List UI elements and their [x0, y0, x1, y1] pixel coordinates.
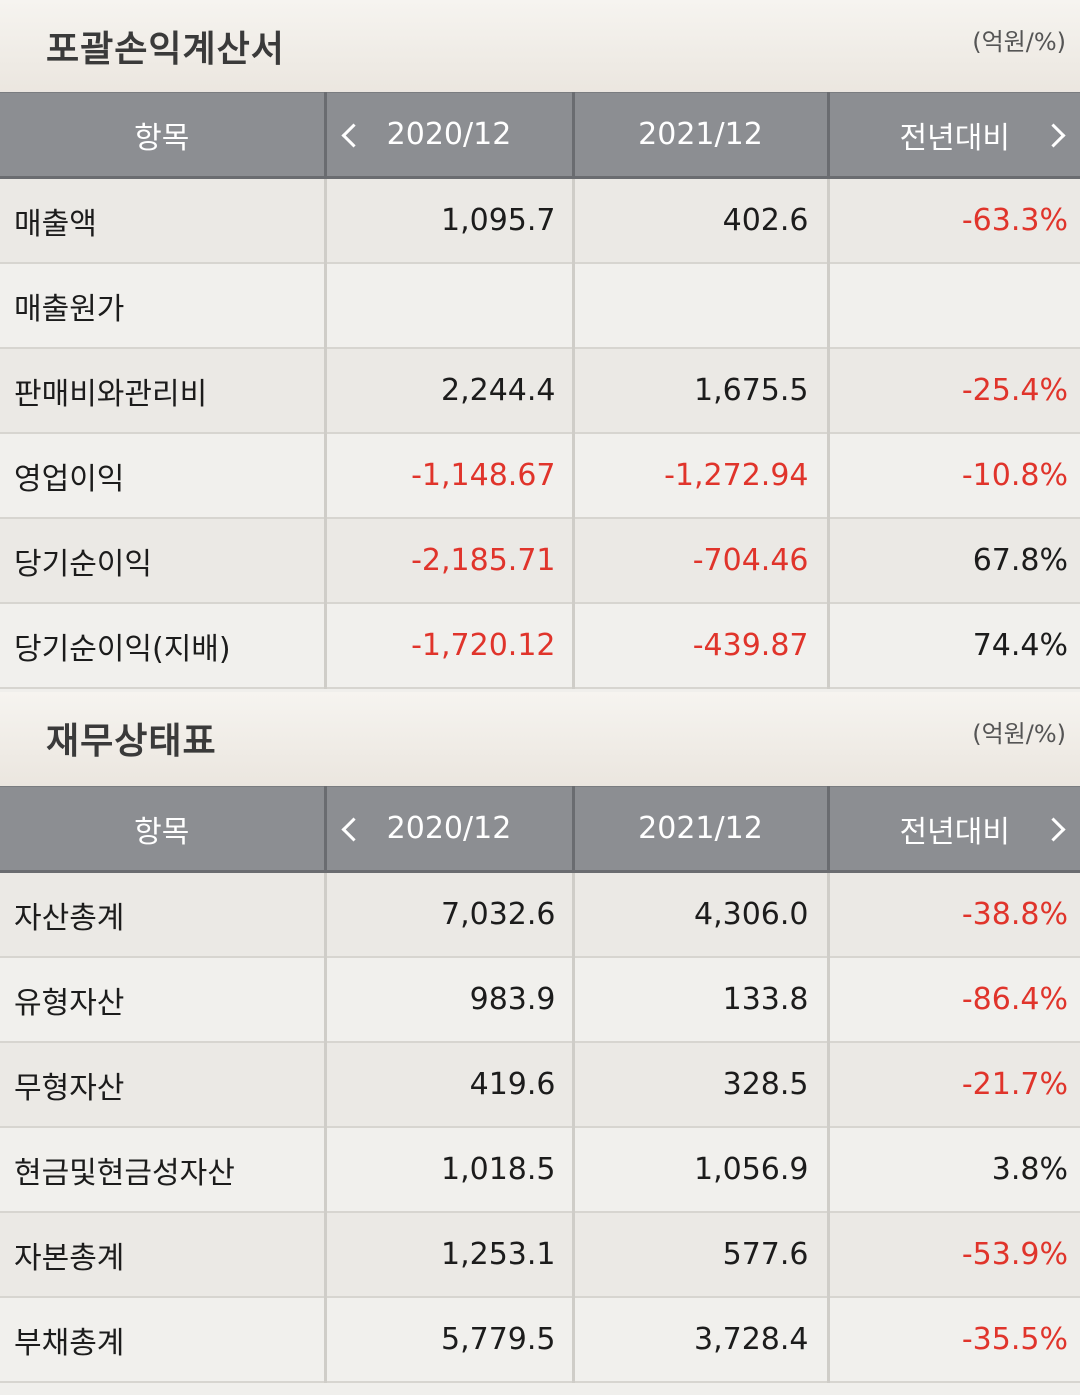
row-label: 매출원가 [0, 263, 325, 349]
value-yoy: -86.4% [826, 957, 1080, 1043]
row-label: 부채총계 [0, 1297, 325, 1383]
value-2021: -1,272.94 [571, 433, 828, 519]
value-2020: -2,185.71 [323, 518, 573, 604]
balance-unit-label: (억원/%) [972, 720, 1066, 748]
value-yoy: -63.3% [826, 177, 1080, 264]
col-header-2020: 2020/12 [323, 92, 573, 179]
value-yoy: 3.8% [826, 1127, 1080, 1213]
row-label: 매출액 [0, 177, 325, 264]
table-row: 매출원가 [0, 263, 1080, 349]
row-label: 자산총계 [0, 871, 325, 958]
table-row: 자본총계 1,253.1 577.6 -53.9% [0, 1212, 1080, 1298]
table-row: 판매비와관리비 2,244.4 1,675.5 -25.4% [0, 348, 1080, 434]
value-2020: 1,095.7 [323, 177, 573, 264]
row-label: 무형자산 [0, 1042, 325, 1128]
chevron-left-icon[interactable] [340, 816, 366, 842]
value-2021: 133.8 [571, 957, 828, 1043]
col-header-item: 항목 [0, 786, 325, 873]
value-2021: 402.6 [571, 177, 828, 264]
row-label: 영업이익 [0, 433, 325, 519]
value-2021 [571, 263, 828, 349]
col-header-2021: 2021/12 [571, 92, 828, 179]
value-yoy: -53.9% [826, 1212, 1080, 1298]
table-row: 매출액 1,095.7 402.6 -63.3% [0, 177, 1080, 264]
row-label: 유형자산 [0, 957, 325, 1043]
chevron-right-icon[interactable] [1041, 816, 1066, 842]
value-2021: -704.46 [571, 518, 828, 604]
table-row: 영업이익 -1,148.67 -1,272.94 -10.8% [0, 433, 1080, 519]
value-yoy: 74.4% [826, 603, 1080, 689]
chevron-right-icon[interactable] [1041, 122, 1066, 148]
value-2020: 2,244.4 [323, 348, 573, 434]
value-yoy: 67.8% [826, 518, 1080, 604]
chevron-left-icon[interactable] [340, 122, 366, 148]
income-unit-label: (억원/%) [972, 28, 1066, 56]
value-yoy: -35.5% [826, 1297, 1080, 1383]
col-header-yoy: 전년대비 [826, 92, 1080, 179]
income-section-header: 포괄손익계산서 (억원/%) [0, 0, 1080, 94]
table-row: 유형자산 983.9 133.8 -86.4% [0, 957, 1080, 1043]
value-2020: 983.9 [323, 957, 573, 1043]
value-2020 [323, 263, 573, 349]
table-row: 당기순이익 -2,185.71 -704.46 67.8% [0, 518, 1080, 604]
value-2021: 4,306.0 [571, 871, 828, 958]
balance-section-title: 재무상태표 [46, 721, 217, 762]
balance-header-row: 항목 2020/12 2021/12 전년대비 [0, 786, 1080, 873]
table-row: 현금및현금성자산 1,018.5 1,056.9 3.8% [0, 1127, 1080, 1213]
income-header-row: 항목 2020/12 2021/12 전년대비 [0, 92, 1080, 179]
col-header-2021: 2021/12 [571, 786, 828, 873]
value-yoy [826, 263, 1080, 349]
col-header-yoy: 전년대비 [826, 786, 1080, 873]
value-2021: 1,675.5 [571, 348, 828, 434]
value-yoy: -21.7% [826, 1042, 1080, 1128]
income-table-body: 매출액 1,095.7 402.6 -63.3% 매출원가 판매비와관리비 2,244.4 1… [0, 177, 1080, 689]
row-label: 판매비와관리비 [0, 348, 325, 434]
value-2020: -1,148.67 [323, 433, 573, 519]
value-2020: 419.6 [323, 1042, 573, 1128]
row-label: 당기순이익(지배) [0, 603, 325, 689]
balance-table-body: 자산총계 7,032.6 4,306.0 -38.8% 유형자산 983.9 133.8 -8… [0, 871, 1080, 1383]
col-header-item: 항목 [0, 92, 325, 179]
value-2021: 328.5 [571, 1042, 828, 1128]
income-section-title: 포괄손익계산서 [46, 29, 285, 70]
value-2020: 1,253.1 [323, 1212, 573, 1298]
value-2021: 1,056.9 [571, 1127, 828, 1213]
value-yoy: -10.8% [826, 433, 1080, 519]
income-table: 항목 2020/12 2021/12 전년대비 매출액 1,095.7 402.6-… [0, 92, 1080, 689]
value-2020: 1,018.5 [323, 1127, 573, 1213]
table-row: 당기순이익(지배) -1,720.12 -439.87 74.4% [0, 603, 1080, 689]
table-row: 무형자산 419.6 328.5 -21.7% [0, 1042, 1080, 1128]
balance-section-header: 재무상태표 (억원/%) [0, 692, 1080, 786]
row-label: 현금및현금성자산 [0, 1127, 325, 1213]
col-header-2020: 2020/12 [323, 786, 573, 873]
value-yoy: -38.8% [826, 871, 1080, 958]
value-2020: 7,032.6 [323, 871, 573, 958]
table-row: 부채총계 5,779.5 3,728.4 -35.5% [0, 1297, 1080, 1383]
table-row: 자산총계 7,032.6 4,306.0 -38.8% [0, 871, 1080, 958]
row-label: 당기순이익 [0, 518, 325, 604]
value-yoy: -25.4% [826, 348, 1080, 434]
value-2021: -439.87 [571, 603, 828, 689]
value-2020: 5,779.5 [323, 1297, 573, 1383]
value-2021: 3,728.4 [571, 1297, 828, 1383]
row-label: 자본총계 [0, 1212, 325, 1298]
balance-table: 항목 2020/12 2021/12 전년대비 자산총계 7,032.6 4,306… [0, 786, 1080, 1383]
value-2020: -1,720.12 [323, 603, 573, 689]
value-2021: 577.6 [571, 1212, 828, 1298]
